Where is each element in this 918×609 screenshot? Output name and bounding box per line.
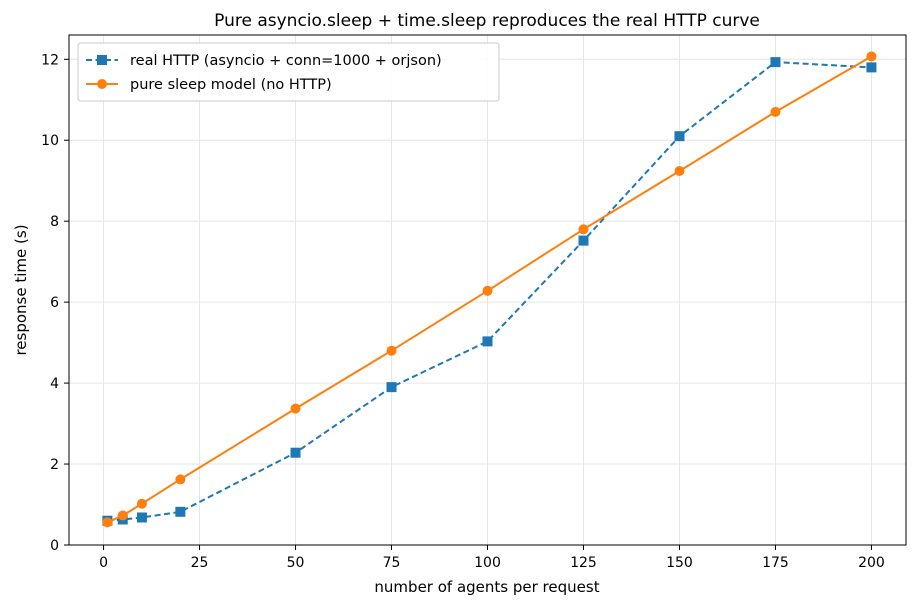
x-tick-label: 150 [666, 555, 693, 571]
data-point-sleep-model [290, 403, 301, 414]
data-point-sleep-model [866, 51, 877, 62]
legend-label-real-http: real HTTP (asyncio + conn=1000 + orjson) [130, 53, 442, 69]
data-point-sleep-model [117, 510, 128, 521]
y-tick-label: 4 [50, 376, 59, 392]
y-tick-label: 8 [50, 214, 59, 230]
y-tick-label: 12 [41, 52, 59, 68]
data-point-real-http [482, 336, 493, 347]
x-axis-label: number of agents per request [374, 578, 599, 596]
data-point-real-http [866, 62, 877, 73]
y-tick-label: 6 [50, 295, 59, 311]
data-point-real-http [770, 57, 781, 68]
data-point-real-http [386, 382, 397, 393]
x-tick-label: 75 [383, 555, 401, 571]
x-tick-label: 0 [99, 555, 108, 571]
x-tick-label: 100 [474, 555, 501, 571]
legend-marker-sleep-model [97, 79, 107, 89]
data-point-sleep-model [770, 106, 781, 117]
x-tick-label: 200 [858, 555, 885, 571]
data-point-sleep-model [136, 498, 147, 509]
x-tick-label: 175 [762, 555, 789, 571]
data-point-real-http [290, 447, 301, 458]
y-axis-label: response time (s) [12, 224, 30, 355]
legend-box [77, 42, 500, 102]
x-tick-label: 50 [287, 555, 305, 571]
legend-marker-real-http [97, 55, 107, 65]
x-tick-label: 25 [191, 555, 209, 571]
y-tick-label: 0 [50, 538, 59, 554]
data-point-sleep-model [175, 474, 186, 485]
data-point-sleep-model [386, 345, 397, 356]
y-tick-label: 10 [41, 133, 59, 149]
data-point-sleep-model [102, 517, 113, 528]
data-point-real-http [175, 506, 186, 517]
data-point-sleep-model [482, 285, 493, 296]
data-point-sleep-model [674, 166, 685, 176]
axes: 0 25 50 75 100 125 150 175 200 0 2 4 6 8 10 12 [41, 52, 885, 571]
series-layer [102, 51, 877, 528]
data-point-real-http [136, 512, 147, 523]
series-sleep-model [102, 51, 877, 528]
y-tick-label: 2 [50, 457, 59, 473]
data-point-real-http [674, 131, 685, 142]
data-point-sleep-model [578, 224, 589, 235]
chart-title: Pure asyncio.sleep + time.sleep reproduc… [214, 11, 760, 31]
legend-label-sleep-model: pure sleep model (no HTTP) [130, 77, 332, 93]
x-tick-label: 125 [570, 555, 597, 571]
data-point-real-http [578, 235, 589, 246]
legend: real HTTP (asyncio + conn=1000 + orjson)… [77, 42, 500, 102]
